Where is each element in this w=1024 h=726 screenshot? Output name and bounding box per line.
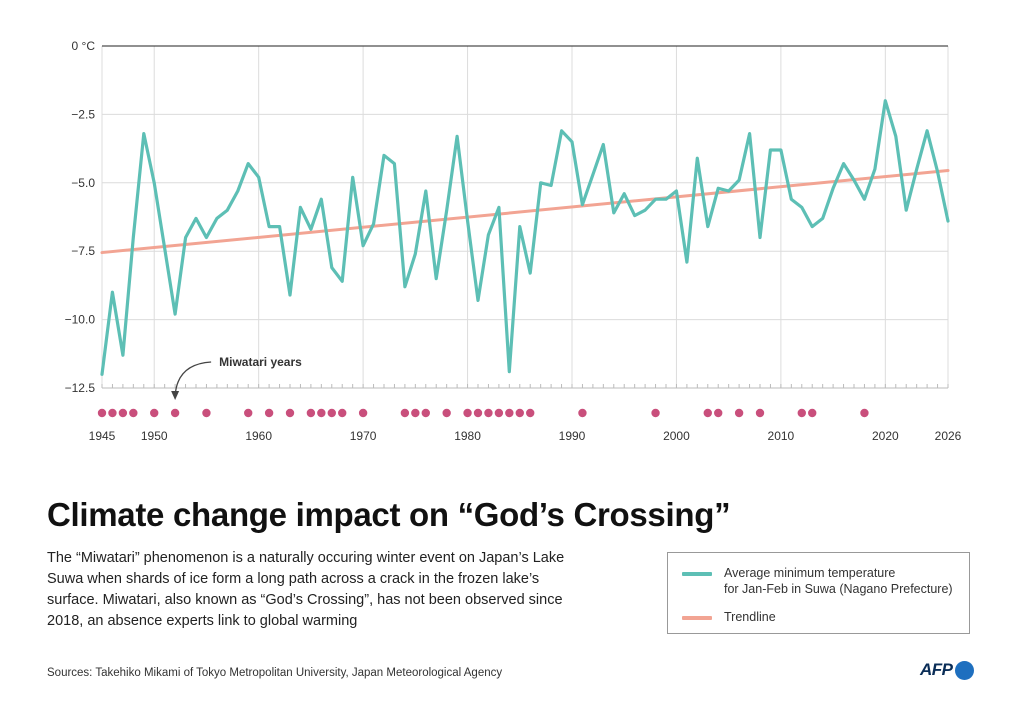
miwatari-marker-1945 [97, 408, 107, 418]
miwatari-marker-1991 [578, 408, 587, 418]
x-tick-label-1950: 1950 [141, 429, 168, 443]
miwatari-marker-2003 [703, 408, 712, 418]
miwatari-marker-1946 [108, 408, 117, 418]
miwatari-marker-1986 [526, 408, 535, 418]
x-tick-label-1990: 1990 [559, 429, 586, 443]
chart-description: The “Miwatari” phenomenon is a naturally… [47, 550, 565, 629]
miwatari-marker-1982 [484, 408, 493, 418]
y-tick-label-2: −5.0 [71, 176, 95, 190]
miwatari-marker-2008 [755, 408, 765, 418]
temperature-series-line [100, 99, 950, 376]
miwatari-marker-1952 [170, 408, 180, 418]
miwatari-marker-1963 [285, 408, 295, 418]
x-tick-label-1980: 1980 [454, 429, 481, 443]
annotation-miwatari-years: Miwatari years [219, 355, 302, 369]
sources-text: Sources: Takehiko Mikami of Tokyo Metrop… [47, 667, 503, 679]
legend-label-temperature-line1: Average minimum temperature [724, 566, 896, 580]
miwatari-marker-1950 [150, 408, 159, 418]
y-tick-label-1: −2.5 [71, 107, 95, 121]
chart-area: 0 °C −2.5 −5.0 −7.5 −10.0 −12.5 1945 1950 1960 19… [65, 39, 962, 443]
miwatari-marker-1981 [473, 408, 483, 418]
miwatari-marker-1974 [400, 408, 410, 418]
miwatari-marker-1998 [651, 408, 660, 418]
miwatari-marker-1968 [338, 408, 347, 418]
miwatari-marker-2012 [797, 408, 806, 418]
miwatari-marker-1955 [202, 408, 211, 418]
miwatari-marker-1948 [129, 408, 138, 418]
miwatari-marker-2006 [734, 408, 744, 418]
x-tick-label-1960: 1960 [245, 429, 272, 443]
afp-logo-text: AFP [920, 660, 953, 679]
legend-swatch-temperature [682, 572, 712, 576]
trendline [100, 168, 950, 255]
legend-label-temperature-line2: for Jan-Feb in Suwa (Nagano Prefecture) [724, 582, 953, 596]
miwatari-marker-1961 [264, 408, 274, 418]
miwatari-marker-2013 [808, 408, 817, 418]
x-tick-label-1945: 1945 [89, 429, 116, 443]
miwatari-marker-1978 [442, 408, 451, 418]
x-tick-label-1970: 1970 [350, 429, 377, 443]
miwatari-marker-1947 [118, 408, 128, 418]
miwatari-marker-1966 [317, 408, 326, 418]
legend-label-temperature: Average minimum temperature for Jan-Feb … [724, 565, 953, 597]
miwatari-marker-1984 [505, 408, 514, 418]
legend-label-trendline: Trendline [724, 610, 776, 624]
annotation-arrow-head-icon [171, 391, 180, 400]
x-tick-label-2020: 2020 [872, 429, 899, 443]
annotation-arrow-line [174, 361, 212, 397]
miwatari-marker-1985 [515, 408, 524, 418]
miwatari-marker-1959 [244, 408, 253, 418]
miwatari-marker-2004 [714, 408, 723, 418]
miwatari-marker-1975 [411, 408, 420, 418]
miwatari-marker-1965 [306, 408, 316, 418]
legend-swatch-trendline [682, 616, 712, 620]
miwatari-marker-2018 [860, 408, 869, 418]
x-tick-label-2000: 2000 [663, 429, 690, 443]
miwatari-marker-1976 [421, 408, 430, 418]
y-tick-label-4: −10.0 [65, 313, 96, 327]
x-tick-label-2010: 2010 [768, 429, 795, 443]
legend: Average minimum temperature for Jan-Feb … [667, 552, 970, 634]
afp-logo-dot-icon [954, 660, 974, 680]
miwatari-marker-1967 [327, 408, 336, 418]
x-tick-label-2026: 2026 [935, 429, 962, 443]
miwatari-marker-1983 [494, 408, 504, 418]
y-tick-label-3: −7.5 [71, 244, 95, 258]
chart-title: Climate change impact on “God’s Crossing… [47, 496, 731, 533]
miwatari-marker-1980 [463, 408, 472, 418]
y-tick-label-0: 0 °C [72, 39, 96, 53]
miwatari-marker-1970 [358, 408, 368, 418]
afp-logo: AFP [920, 660, 974, 680]
y-tick-label-5: −12.5 [65, 381, 96, 395]
